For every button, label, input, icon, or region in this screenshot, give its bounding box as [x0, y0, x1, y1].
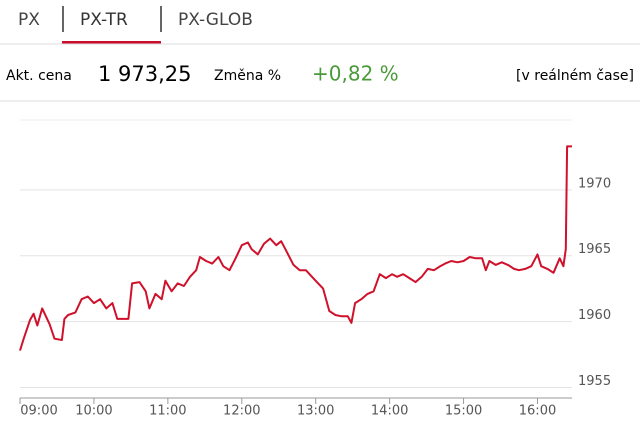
tab[interactable]: PX-GLOB: [178, 10, 253, 30]
x-tick-label: 14:00: [371, 404, 408, 419]
tab[interactable]: PX: [18, 10, 40, 30]
tab-active[interactable]: PX-TR: [80, 10, 128, 30]
x-tick-label: 09:00: [20, 404, 57, 419]
y-tick-label: 1960: [578, 308, 611, 323]
price-label: Akt. cena: [6, 68, 72, 84]
x-tick-label: 11:00: [149, 404, 186, 419]
y-tick-label: 1965: [578, 242, 611, 257]
data-line: [19, 145, 572, 351]
x-tick-label: 15:00: [445, 404, 482, 419]
y-tick-label: 1955: [578, 374, 611, 389]
change-label: Změna %: [214, 68, 281, 84]
x-tick-label: 16:00: [519, 404, 556, 419]
x-tick-label: 12:00: [223, 404, 260, 419]
change: +0,82 %: [312, 62, 399, 86]
realtime-note: [v reálném čase]: [516, 68, 634, 84]
x-tick-label: 13:00: [297, 404, 334, 419]
price: 1 973,25: [98, 62, 192, 86]
tab-underline: [62, 41, 161, 44]
y-tick-label: 1970: [578, 176, 611, 191]
x-tick-label: 10:00: [75, 404, 112, 419]
